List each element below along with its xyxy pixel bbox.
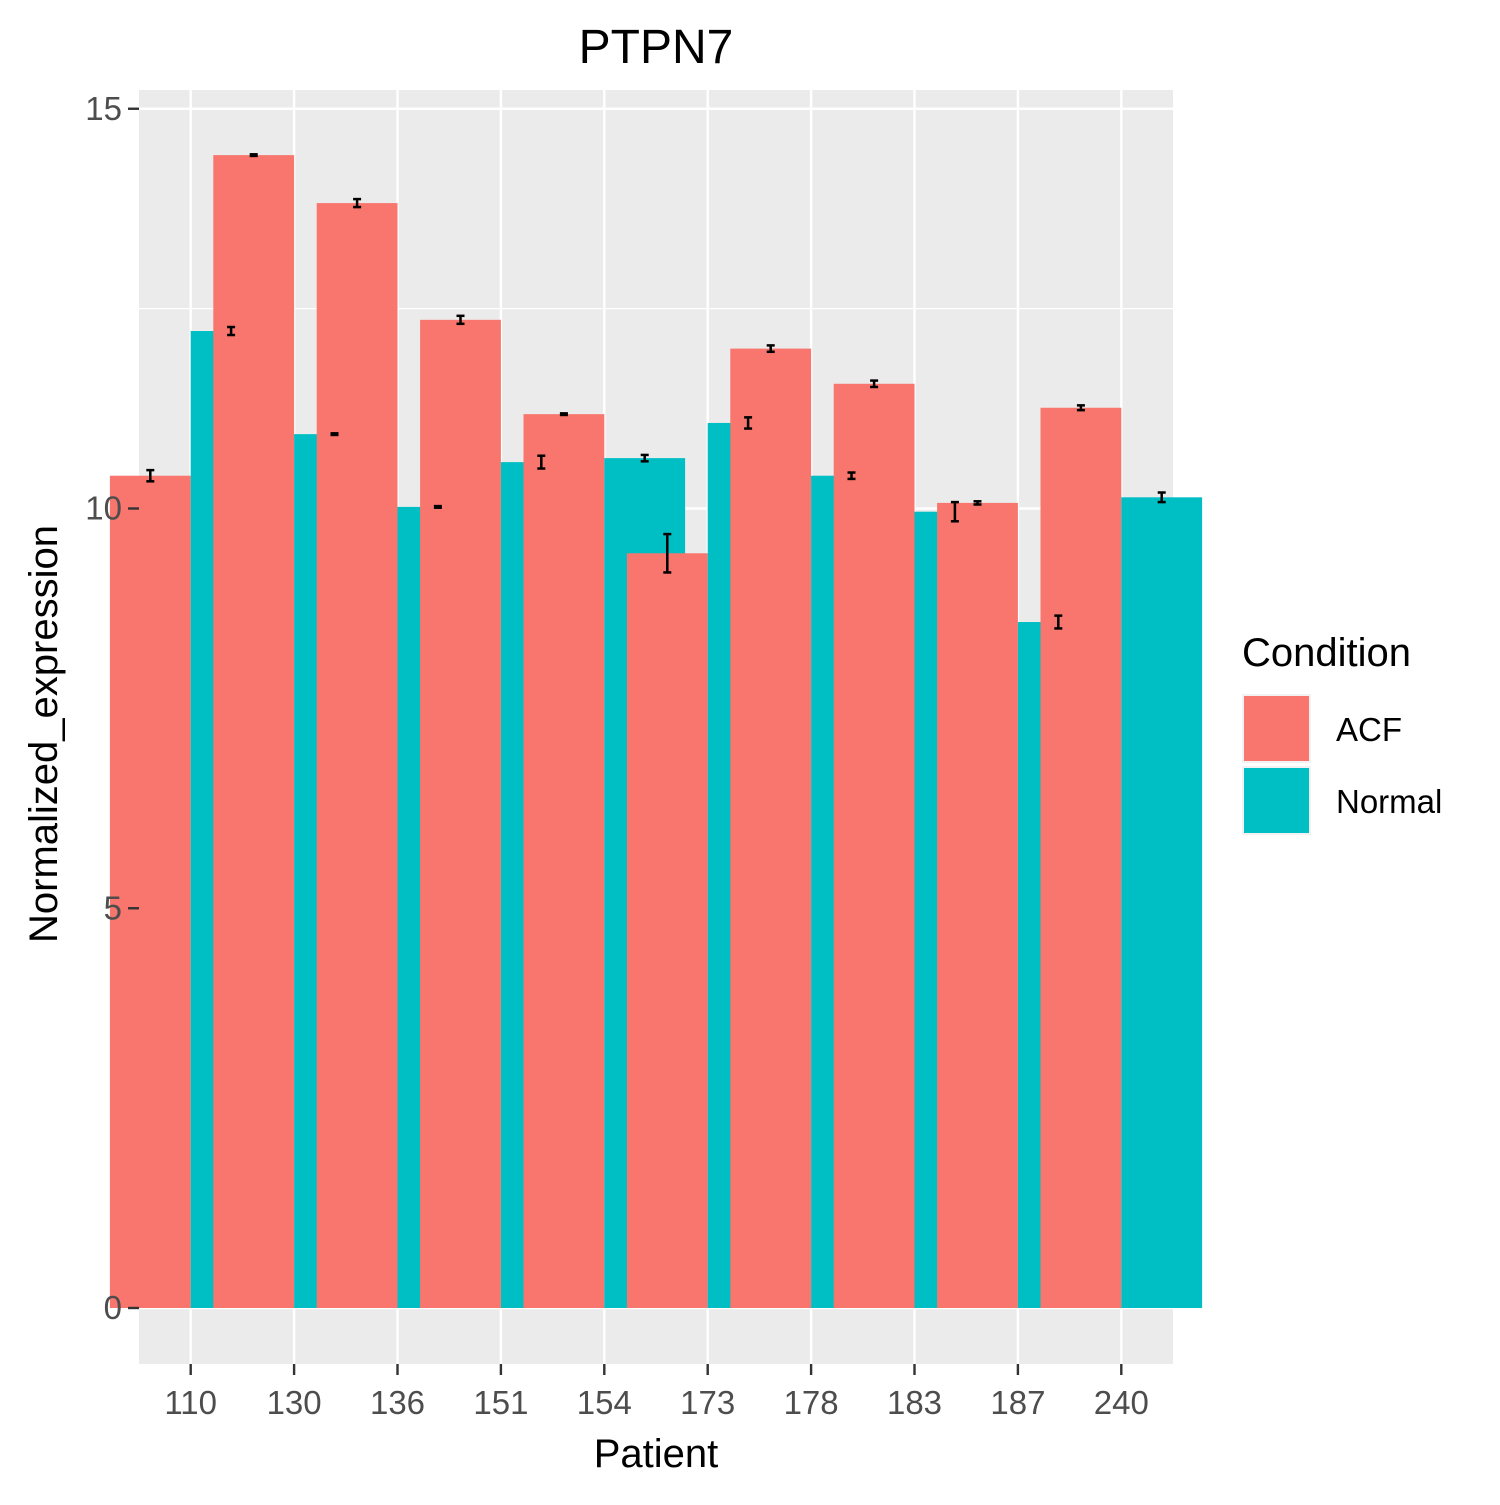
bar-acf-130: [213, 155, 295, 1309]
error-bar-acf-183: [870, 379, 879, 389]
x-tick-label: 136: [370, 1384, 425, 1421]
bar-acf-110: [109, 475, 191, 1309]
bar-acf-187: [937, 502, 1018, 1308]
bar-acf-136: [316, 203, 398, 1308]
legend-label-normal: Normal: [1336, 783, 1442, 820]
bar-acf-154: [523, 414, 605, 1308]
y-tick-label: 5: [104, 889, 122, 926]
error-bar-acf-178: [766, 344, 775, 354]
error-bar-normal-183: [950, 500, 959, 523]
y-tick-label: 0: [104, 1289, 122, 1326]
bar-acf-178: [730, 348, 812, 1309]
error-bar-normal-173: [744, 416, 753, 430]
error-bar-acf-130: [249, 153, 258, 158]
legend-label-acf: ACF: [1336, 711, 1402, 748]
x-tick-label: 154: [577, 1384, 632, 1421]
y-tick-label: 10: [85, 490, 122, 527]
axes: 0 5 10 15 110 130 136 151 154 173 178 183 187 240: [85, 90, 1149, 1421]
bar-acf-240: [1040, 407, 1122, 1308]
chart-title: PTPN7: [579, 21, 734, 74]
bar-acf-173: [626, 553, 708, 1308]
x-tick-label: 173: [680, 1384, 735, 1421]
x-tick-label: 130: [267, 1384, 322, 1421]
x-tick-label: 110: [164, 1384, 217, 1421]
x-tick-label: 178: [784, 1384, 839, 1421]
legend-swatch-normal: [1244, 768, 1309, 833]
bars: [109, 155, 1203, 1309]
error-bar-acf-187: [973, 500, 982, 506]
x-tick-label: 187: [990, 1384, 1045, 1421]
bar-normal-240: [1121, 497, 1203, 1308]
x-tick-label: 240: [1094, 1384, 1149, 1421]
legend-title: Condition: [1242, 631, 1411, 675]
error-bar-normal-136: [433, 504, 442, 509]
error-bar-acf-151: [456, 314, 465, 326]
bar-acf-151: [420, 319, 501, 1308]
error-bar-normal-178: [847, 471, 856, 481]
error-bar-acf-240: [1076, 404, 1085, 412]
error-bar-normal-110: [227, 325, 236, 337]
y-axis-title: Normalized_expression: [22, 525, 66, 943]
y-tick-label: 15: [85, 90, 122, 127]
error-bar-normal-240: [1157, 491, 1166, 504]
error-bar-acf-110: [146, 468, 155, 483]
error-bar-acf-173: [663, 532, 672, 574]
error-bar-normal-130: [330, 432, 339, 437]
legend: Condition ACF Normal: [1242, 631, 1442, 835]
bar-acf-183: [833, 383, 915, 1308]
error-bar-normal-154: [640, 453, 649, 463]
error-bar-acf-154: [559, 412, 568, 417]
error-bar-normal-187: [1054, 614, 1063, 630]
error-bars: [146, 153, 1166, 630]
x-tick-label: 183: [887, 1384, 942, 1421]
x-tick-label: 151: [473, 1384, 528, 1421]
error-bar-acf-136: [353, 197, 362, 209]
legend-swatch-acf: [1244, 696, 1309, 761]
x-axis-title: Patient: [594, 1432, 719, 1476]
error-bar-normal-151: [537, 454, 546, 470]
